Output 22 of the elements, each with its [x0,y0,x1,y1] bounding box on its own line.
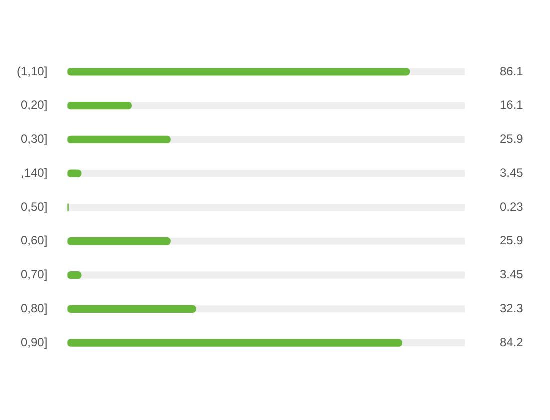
y-tick-label: 0,90] [20,335,48,350]
data-label: 84.2 [500,335,524,350]
data-label: 0.23 [500,200,524,214]
data-label: 3.45 [500,166,524,180]
data-label: 3.45 [500,268,524,282]
data-label: 25.9 [500,132,524,146]
y-tick-label: ,140] [20,166,48,180]
bar [68,305,196,313]
data-label: 86.1 [500,64,524,78]
data-label: 25.9 [500,234,524,248]
y-tick-label: 0,60] [20,234,48,248]
data-label: 16.1 [500,98,524,112]
y-tick-label: 0,70] [20,268,48,282]
bar [68,238,171,246]
bar [68,102,132,110]
bar [68,136,171,144]
y-tick-label: 0,20] [20,98,48,112]
y-tick-label: 0,30] [20,132,48,146]
y-tick-label: (1,10] [17,64,48,78]
y-tick-label: 0,50] [20,200,48,214]
data-label: 32.3 [500,301,524,316]
y-tick-label: 0,80] [20,301,48,316]
